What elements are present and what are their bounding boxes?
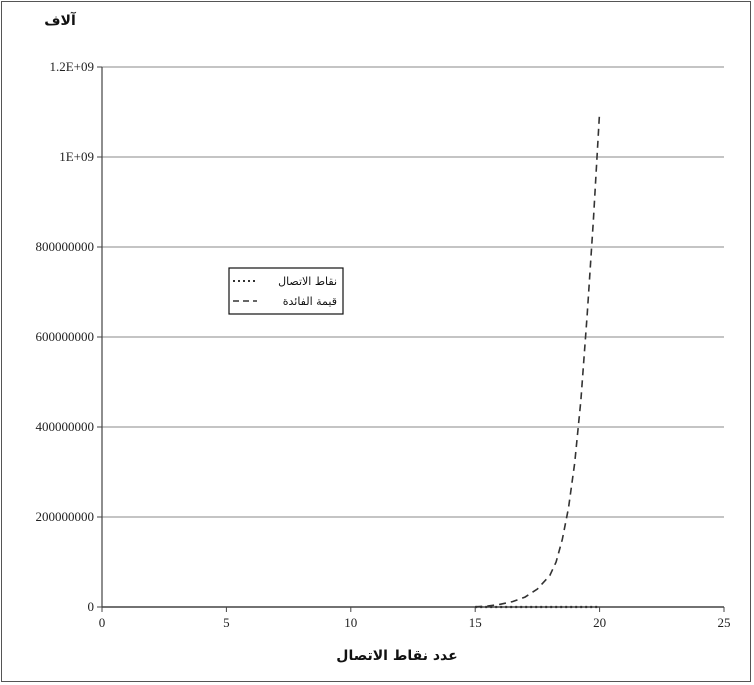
series-line-1 — [475, 111, 601, 608]
x-tick-label: 10 — [344, 615, 357, 630]
legend-label-touchpoints: نقاط الاتصال — [278, 275, 337, 288]
grid-lines — [102, 66, 724, 518]
y-tick-label: 1E+09 — [59, 149, 94, 164]
axes — [97, 66, 725, 612]
y-tick-label: 200000000 — [36, 509, 95, 524]
y-tick-label: 800000000 — [36, 239, 95, 254]
legend-box — [228, 267, 344, 315]
x-tick-label: 5 — [223, 615, 230, 630]
legend: نقاط الاتصال قيمة الفائدة — [228, 267, 344, 315]
y-tick-label: 600000000 — [36, 329, 95, 344]
legend-label-benefit: قيمة الفائدة — [283, 295, 337, 308]
series-lines — [475, 111, 601, 609]
x-axis-label: عدد نقاط الاتصال — [336, 648, 457, 664]
y-tick-label: 0 — [88, 599, 95, 614]
tick-labels: 0 200000000 400000000 600000000 800000000 1E+… — [36, 59, 731, 630]
y-tick-label: 1.2E+09 — [49, 59, 94, 74]
y-tick-label: 400000000 — [36, 419, 95, 434]
x-tick-label: 20 — [593, 615, 606, 630]
x-tick-label: 0 — [99, 615, 106, 630]
x-tick-label: 15 — [469, 615, 482, 630]
x-tick-label: 25 — [718, 615, 731, 630]
y-axis-label: آلاف — [44, 11, 77, 29]
